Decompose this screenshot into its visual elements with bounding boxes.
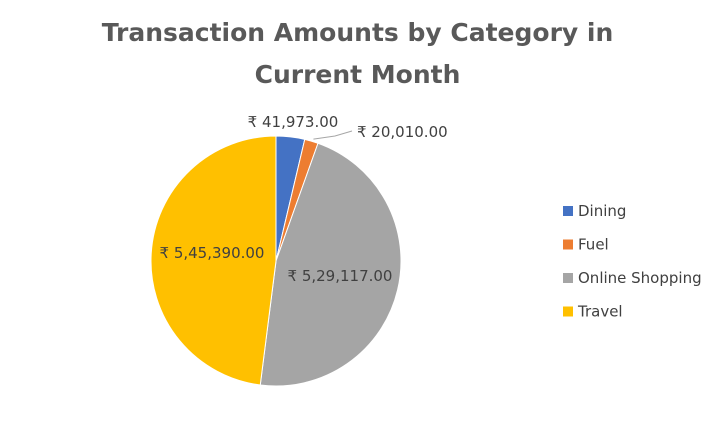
data-label-fuel: ₹ 20,010.00 <box>357 123 448 141</box>
pie-slice-travel <box>150 135 277 386</box>
legend-swatch-travel <box>563 306 573 317</box>
pie-slice-online-shopping <box>259 142 402 387</box>
data-label-travel: ₹ 5,45,390.00 <box>160 244 265 262</box>
legend-label-travel: Travel <box>577 303 623 321</box>
data-label-online-shopping: ₹ 5,29,117.00 <box>288 267 393 285</box>
legend-label-online-shopping: Online Shopping <box>578 269 702 287</box>
chart-title: Transaction Amounts by Category in Curre… <box>101 18 614 89</box>
leader-line-fuel <box>313 130 353 140</box>
legend-swatch-online-shopping <box>563 273 573 283</box>
data-label-dining: ₹ 41,973.00 <box>248 113 339 131</box>
legend-swatch-fuel <box>563 239 573 250</box>
legend-swatch-dining <box>563 206 573 216</box>
legend-label-dining: Dining <box>578 202 626 220</box>
legend-label-fuel: Fuel <box>578 236 609 254</box>
